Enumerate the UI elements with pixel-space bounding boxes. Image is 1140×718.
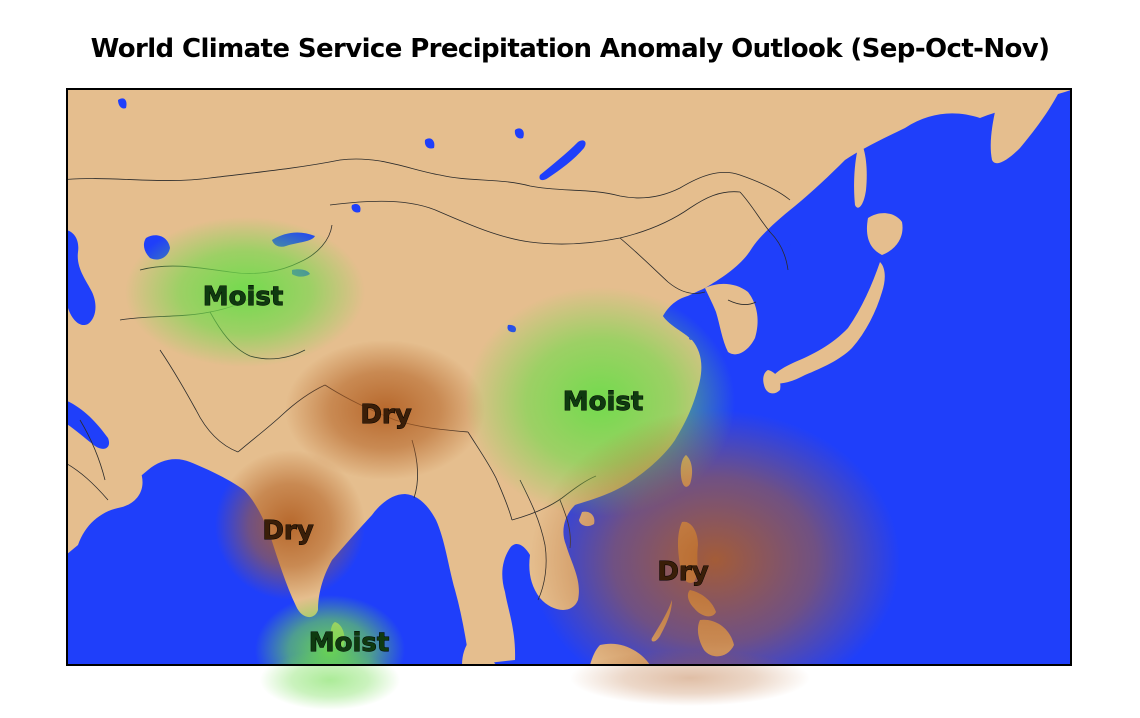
label-central-asia: Moist [203,282,284,312]
label-sri-lanka: Moist [309,628,390,658]
northern-lake-1 [118,98,127,109]
arabia-coast [67,414,143,555]
caspian-sea [67,230,96,325]
map-title: World Climate Service Precipitation Anom… [90,34,1050,64]
map-frame [66,88,1072,666]
korea [705,283,758,355]
label-east-china: Moist [563,387,644,417]
northern-lake-4 [351,203,361,213]
label-nepal-tibet: Dry [360,400,411,430]
anomaly-shading [125,217,900,665]
sakhalin [854,140,867,208]
japan-hokkaido [866,213,903,255]
anomaly-labels: Moist Dry Moist Dry Dry Moist [202,282,709,659]
japan-kyushu [763,370,781,394]
moist-zone-central-asia [125,217,365,367]
map-body [67,89,1071,665]
label-western-india: Dry [262,516,313,546]
lake-khanka [784,240,791,248]
japan-honshu [770,262,885,384]
dry-zone-nepal-tibet [285,340,485,480]
moist-zone-sri-lanka [255,595,405,665]
persian-gulf [67,400,109,449]
northern-lake-2 [514,128,524,139]
label-philippines: Dry [657,557,708,587]
northern-lake-3 [424,138,435,149]
dry-zone-philippines [530,410,900,665]
lake-baikal [539,140,586,181]
dry-zone-western-india [215,450,365,600]
kamchatka [990,90,1060,164]
sumatra [462,640,496,665]
